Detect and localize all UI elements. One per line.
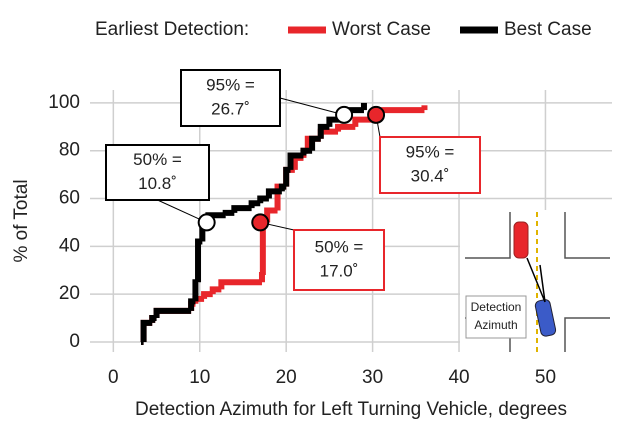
annotation-marker <box>335 105 354 124</box>
annotation-box <box>379 136 481 194</box>
y-tick-label: 20 <box>59 283 80 304</box>
azimuth-lines <box>526 257 546 303</box>
step-segment <box>192 279 199 302</box>
annotation-text: 30.4˚ <box>411 166 450 185</box>
blue-car <box>534 299 557 337</box>
inset-label: Detection <box>471 300 522 314</box>
annotation-leader <box>157 199 207 223</box>
annotation-text: 17.0˚ <box>320 261 359 280</box>
y-tick-label: 0 <box>69 331 80 352</box>
annotation-leader <box>279 97 345 116</box>
inset-label-box <box>465 295 527 339</box>
annotation-text: 50% = <box>133 150 182 169</box>
step-segment <box>265 188 282 199</box>
x-tick-label: 30 <box>362 367 383 388</box>
y-tick-label: 40 <box>59 235 80 256</box>
step-segment <box>222 209 235 216</box>
y-axis-label: % of Total <box>11 179 32 262</box>
step-segment <box>140 319 153 342</box>
annotation-box <box>105 144 210 201</box>
x-tick-label: 10 <box>189 367 210 388</box>
inset-label: Azimuth <box>474 318 517 332</box>
red-car <box>513 221 529 259</box>
x-tick-label: 50 <box>535 367 556 388</box>
step-segment <box>209 286 222 295</box>
x-tick-label: 40 <box>448 367 469 388</box>
step-segment <box>218 279 262 290</box>
y-tick-label: 80 <box>59 140 80 161</box>
x-tick-label: 0 <box>108 367 119 388</box>
step-segment <box>335 123 356 132</box>
y-tick-label: 100 <box>48 92 80 113</box>
annotation-box <box>180 69 281 127</box>
x-tick-label: 20 <box>276 367 297 388</box>
x-axis-label: Detection Azimuth for Left Turning Vehic… <box>135 399 567 420</box>
step-segment <box>231 205 252 213</box>
annotation-text: 95% = <box>406 142 455 161</box>
step-segment <box>153 307 192 319</box>
legend-label: Best Case <box>504 19 592 40</box>
step-segment <box>287 152 304 170</box>
annotation-text: 50% = <box>315 237 364 256</box>
legend-title: Earliest Detection: <box>95 19 249 40</box>
step-segment <box>317 123 330 139</box>
annotation-marker <box>197 213 216 232</box>
legend-label: Worst Case <box>332 19 431 40</box>
road-edges <box>465 212 610 352</box>
step-segment <box>300 147 313 156</box>
annotation-marker <box>251 213 270 232</box>
step-segment <box>258 272 265 283</box>
y-tick-label: 60 <box>59 188 80 209</box>
annotation-text: 26.7˚ <box>211 99 250 118</box>
annotation-text: 10.8˚ <box>138 174 177 193</box>
step-segment <box>149 315 157 323</box>
step-segment <box>201 291 213 299</box>
step-segment <box>278 183 287 192</box>
annotation-text: 95% = <box>206 75 255 94</box>
annotation-marker <box>367 105 386 124</box>
inset-illustration: Detection Azimuth <box>460 210 612 352</box>
annotation-box <box>293 229 385 291</box>
